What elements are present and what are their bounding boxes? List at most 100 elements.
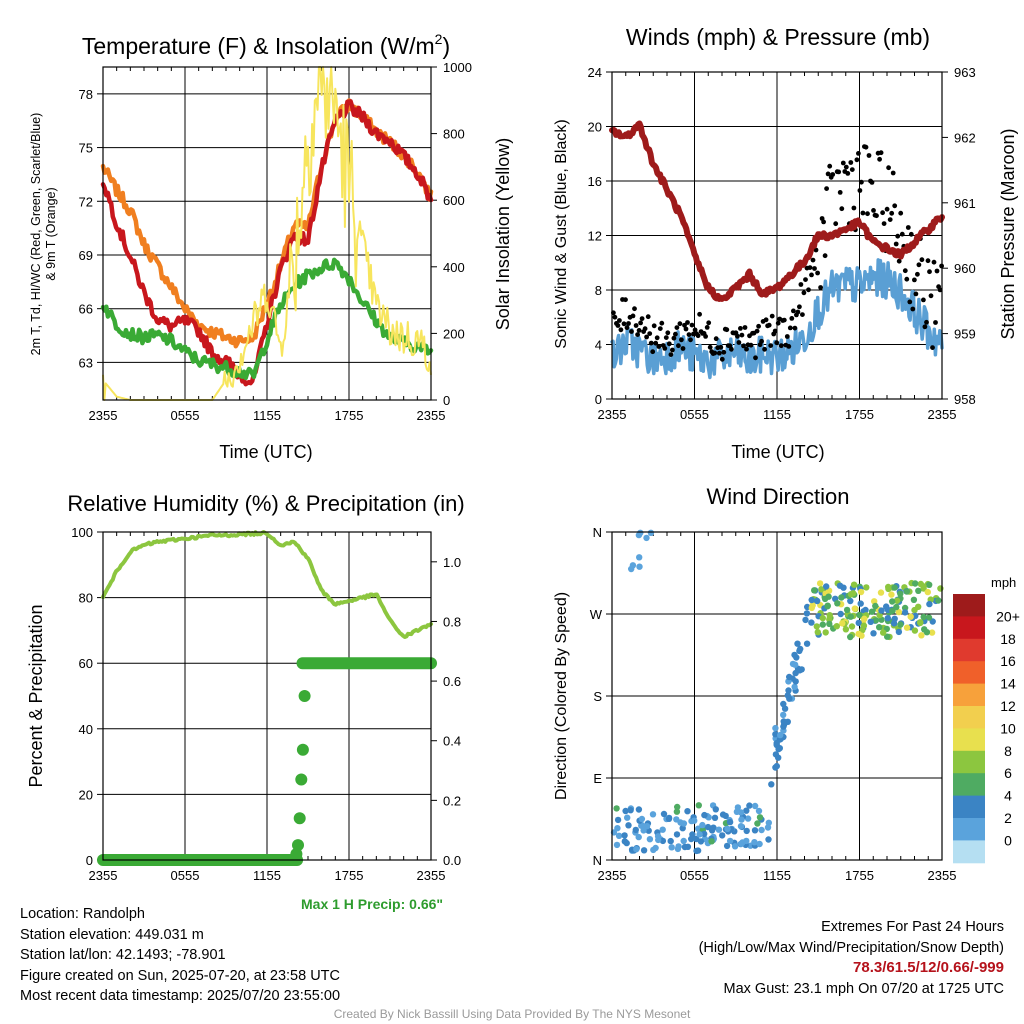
direction-point [826, 616, 833, 623]
gust-point [645, 314, 651, 320]
direction-point [680, 820, 688, 827]
direction-point [636, 563, 643, 570]
direction-point [911, 627, 919, 634]
gust-point [677, 321, 683, 327]
direction-point [863, 584, 870, 591]
winds-title: Winds (mph) & Pressure (mb) [626, 24, 930, 50]
direction-point [850, 581, 858, 588]
direction-point [660, 810, 668, 818]
gust-point [856, 151, 861, 156]
gust-point [704, 325, 710, 330]
gust-point [763, 317, 769, 323]
direction-point [701, 830, 708, 838]
plot-border [102, 531, 432, 861]
x-tick-label: 1755 [335, 868, 364, 883]
direction-point [855, 619, 862, 627]
y-tick-label: E [593, 771, 602, 786]
direction-point [724, 825, 731, 832]
gust-point [789, 316, 795, 321]
station-latlon: Station lat/lon: 42.1493; -78.901 [20, 947, 226, 963]
direction-point [918, 632, 925, 639]
direction-point [667, 837, 674, 845]
gust-point [642, 326, 648, 332]
x-tick-label: 2355 [89, 408, 118, 423]
gust-point [893, 241, 899, 247]
gust-point [843, 164, 849, 170]
y-tick-label: 72 [79, 194, 93, 209]
max-precip-annotation: Max 1 H Precip: 0.66" [301, 896, 444, 912]
gust-point [786, 344, 792, 349]
gust-point [827, 163, 833, 169]
direction-point [734, 804, 742, 811]
direction-point [696, 831, 703, 838]
gust-point [656, 344, 662, 349]
gust-point [784, 334, 790, 339]
colorbar-label: 8 [1004, 743, 1012, 759]
gust-point [915, 271, 920, 277]
gust-point [895, 233, 901, 239]
extremes-info: Extremes For Past 24 Hours (High/Low/Max… [699, 917, 1004, 999]
x-tick-label: 1155 [763, 407, 791, 422]
humidity-line [101, 530, 433, 639]
gust-point [657, 326, 663, 331]
gust-point [716, 350, 722, 356]
gust-point [692, 327, 698, 333]
temperature-ylabel-line2: & 9m T (Orange) [44, 187, 58, 280]
direction-point [884, 633, 891, 640]
wind-direction-ylabel: Direction (Colored By Speed) [553, 592, 570, 800]
x-tick-label: 1155 [253, 868, 281, 883]
direction-point [737, 823, 745, 830]
colorbar-swatch [953, 795, 985, 819]
y-right-tick-label: 961 [954, 196, 976, 211]
direction-point [695, 802, 702, 809]
gust-point [922, 324, 928, 330]
direction-point [684, 808, 691, 815]
direction-point [868, 608, 876, 615]
gust-point [673, 331, 678, 337]
gust-point [639, 316, 645, 321]
colorbar-label: 10 [1000, 720, 1016, 736]
direction-point [726, 818, 734, 826]
gust-point [674, 325, 680, 330]
direction-point [659, 826, 666, 833]
direction-point [921, 626, 928, 633]
direction-point [665, 815, 673, 822]
direction-point [903, 624, 911, 631]
gust-point [663, 335, 669, 340]
direction-point [857, 600, 864, 607]
gust-point [719, 356, 725, 362]
direction-point [624, 814, 631, 821]
gust-point [825, 171, 831, 177]
direction-point [926, 600, 933, 608]
y-tick-label: 100 [71, 525, 93, 540]
gust-point [830, 172, 836, 177]
direction-point [768, 781, 775, 788]
y-right-tick-label: 0.8 [443, 614, 461, 629]
direction-point [723, 842, 731, 850]
y-right-tick-label: 0.2 [443, 793, 461, 808]
recent-data-timestamp: Most recent data timestamp: 2025/07/20 2… [20, 988, 341, 1004]
x-tick-label: 2355 [598, 407, 627, 422]
gust-point [644, 334, 649, 340]
direction-point [746, 802, 753, 809]
gust-point [908, 231, 914, 237]
gust-point [738, 326, 743, 331]
gust-point [744, 346, 749, 352]
gust-point [815, 270, 820, 276]
direction-point [743, 827, 750, 835]
y-tick-label: 78 [79, 87, 93, 102]
station-elevation: Station elevation: 449.031 m [20, 926, 204, 943]
gust-point [768, 343, 774, 348]
gust-point [633, 323, 639, 328]
direction-point [842, 626, 850, 633]
y-tick-label: 63 [79, 355, 93, 370]
gust-point [648, 340, 654, 346]
gust-point [756, 323, 761, 329]
direction-point [785, 687, 792, 694]
gust-point [626, 321, 631, 326]
gust-point [659, 320, 665, 326]
colorbar-title: mph [991, 575, 1016, 590]
direction-point [791, 683, 798, 691]
direction-point [818, 586, 825, 593]
gust-point [904, 276, 910, 282]
